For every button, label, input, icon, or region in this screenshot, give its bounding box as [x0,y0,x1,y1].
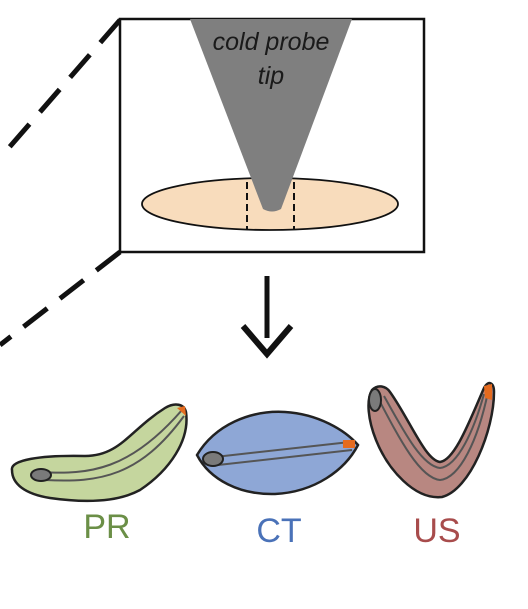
cell-us-nucleus [368,388,382,412]
cell-us-filament-2 [383,393,485,470]
cell-label-pr: PR [83,508,130,546]
cell-label-ct: CT [256,512,301,550]
probe-label-line1: cold probe [213,28,330,56]
zoom-line-lower [0,250,122,347]
cell-label-us: US [413,512,460,550]
arrow-head [240,324,294,359]
cell-pr-filament-1 [39,409,183,474]
cell-us-tip [484,384,492,400]
cell-ct-body [195,410,360,496]
cell-ct-nucleus [202,451,224,467]
cell-pr-nucleus [30,468,52,482]
zoom-line-upper [0,18,122,160]
cell-pr-filament-2 [44,415,185,482]
cell-ct-filament-1 [214,441,351,458]
cell-us-filament-1 [377,391,489,482]
cell-pr [10,403,188,503]
cell-pr-tip [177,406,186,416]
cell-pr-body [10,403,188,503]
cell-ct-tip [343,440,355,448]
cell-us [367,381,496,499]
cell-ct-filament-2 [217,449,353,466]
cell-ct [195,410,360,496]
cold-probe-tip [190,19,352,212]
probe-label-line2: tip [258,62,285,90]
